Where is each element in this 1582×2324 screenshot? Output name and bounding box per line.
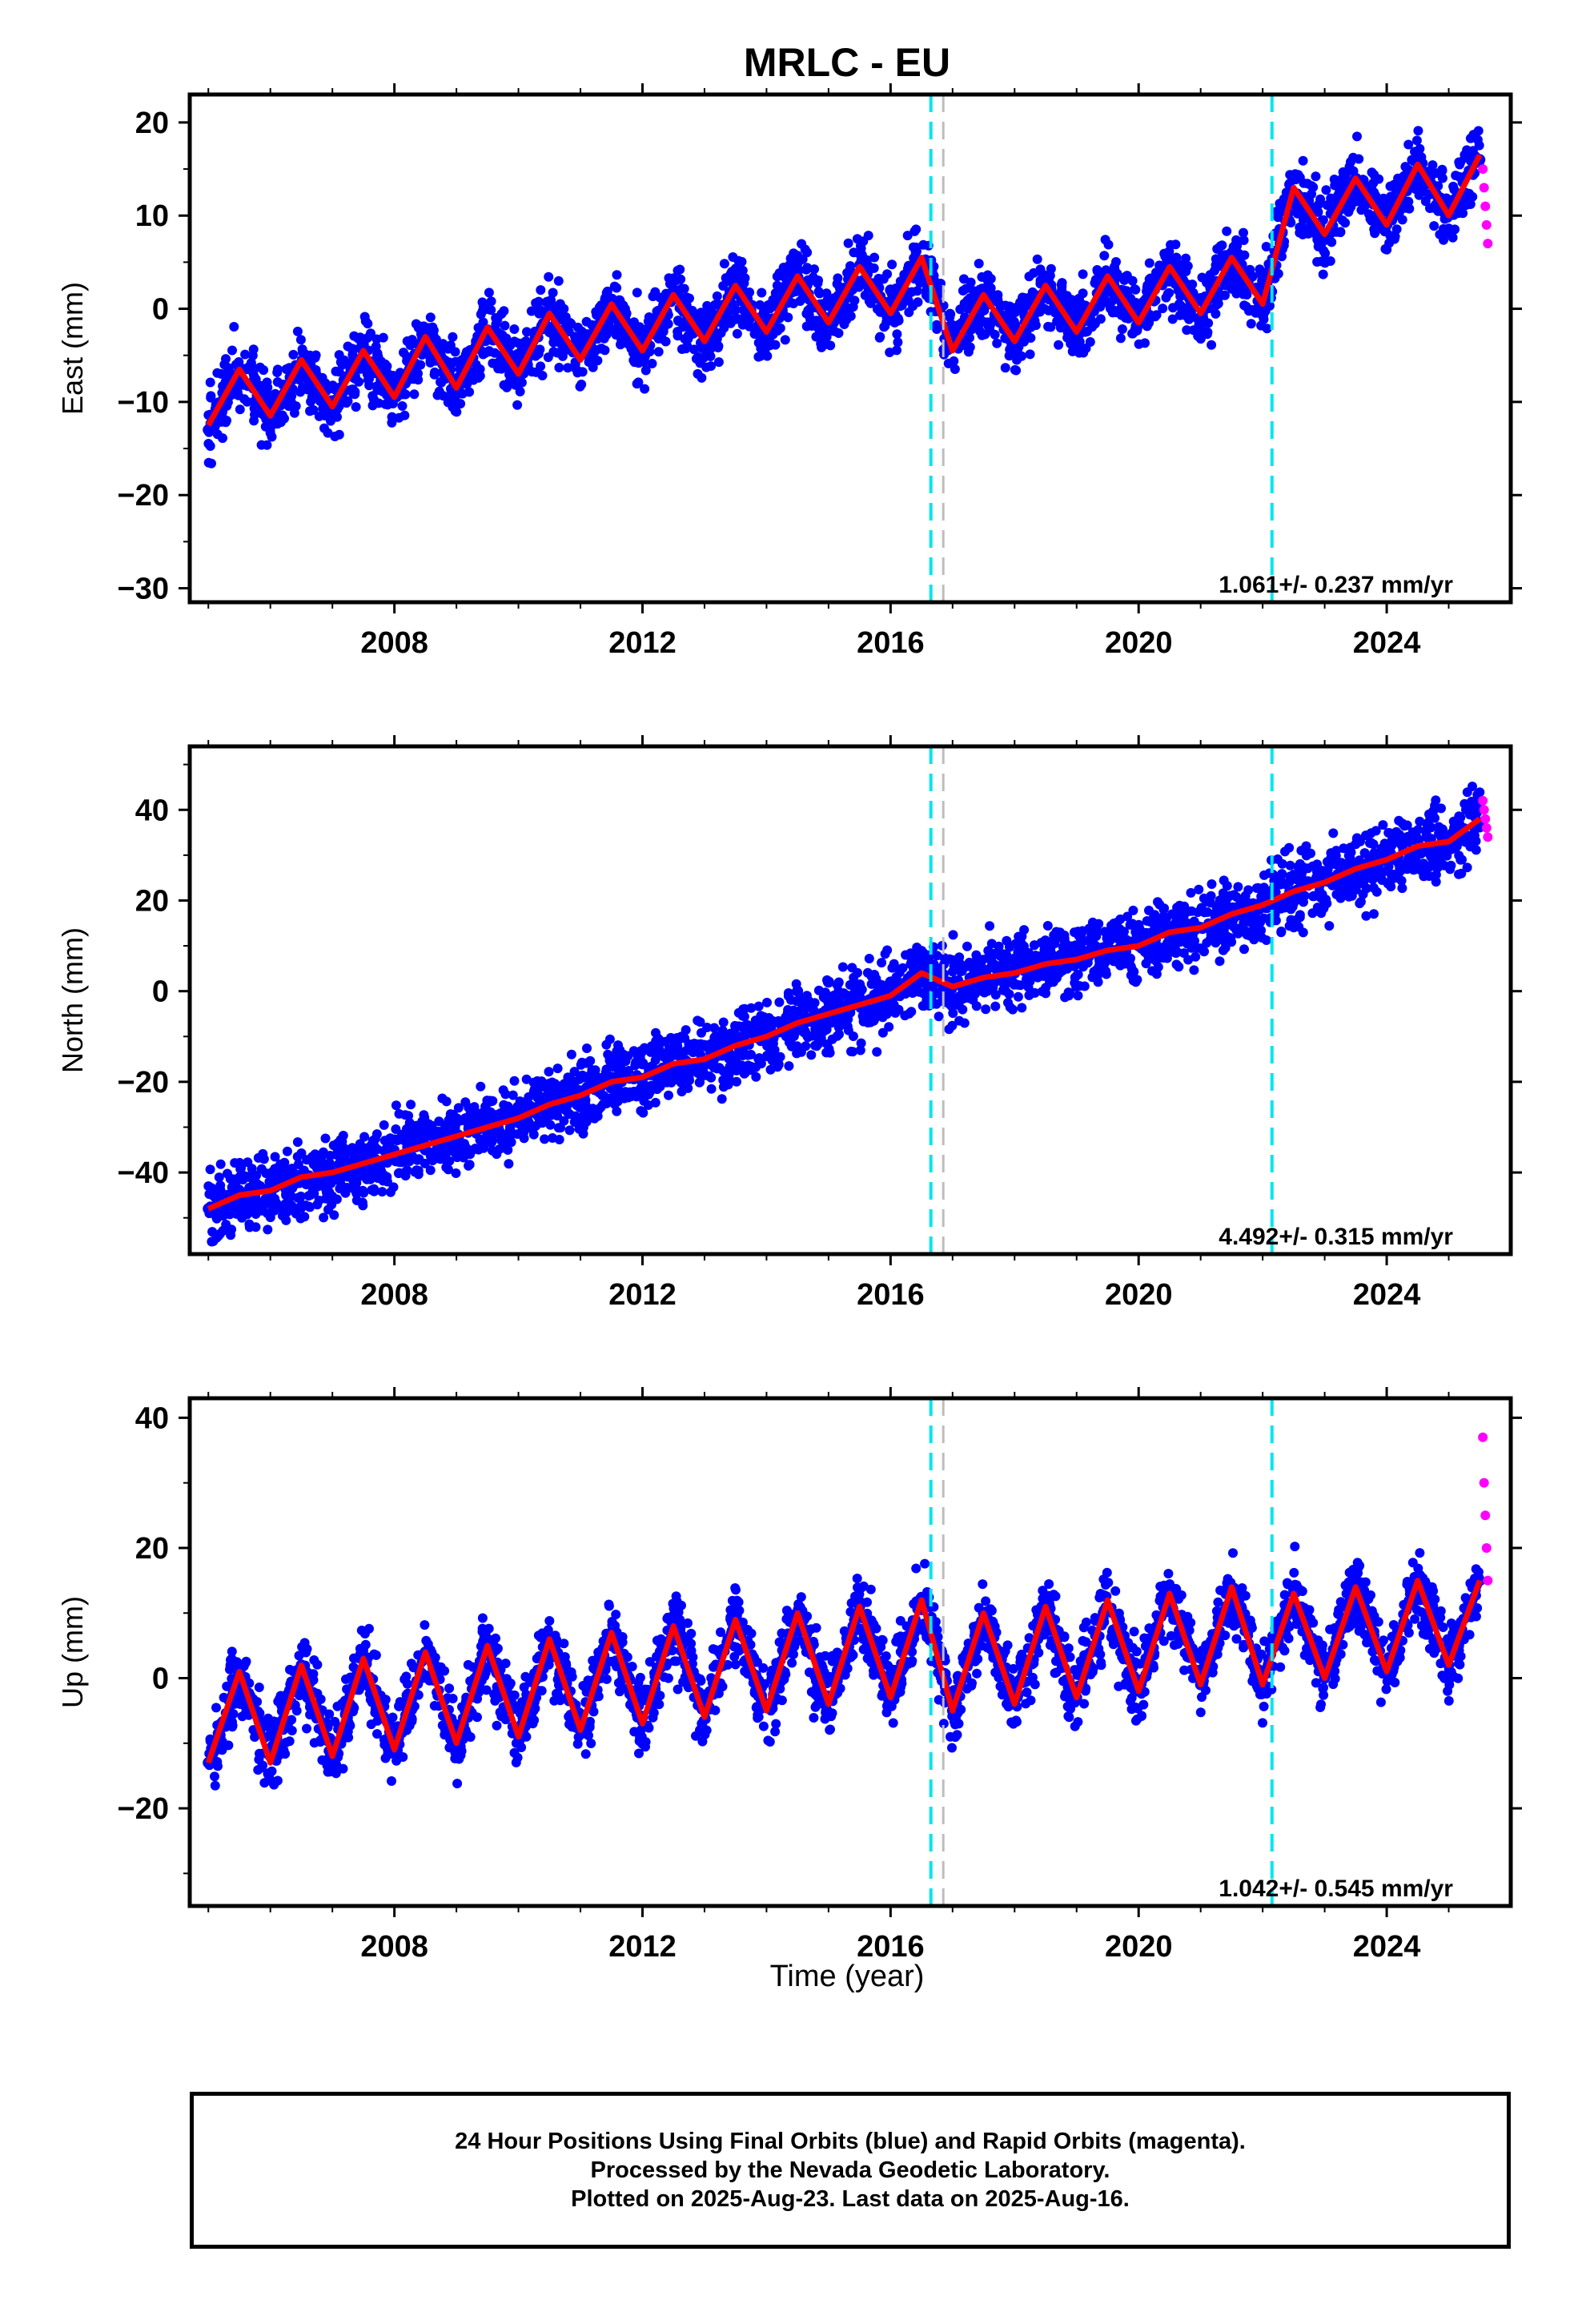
x-tick-label: 2012 (608, 1278, 677, 1312)
x-tick-label: 2012 (608, 626, 677, 660)
final-orbit-point (636, 331, 648, 343)
x-tick-label: 2020 (1105, 1278, 1173, 1312)
footer-box: 24 Hour Positions Using Final Orbits (bl… (190, 2092, 1511, 2249)
panel-up: 40 20 0 −20 2008 2012 2016 2020 2024 Up (mm) 1.042… (56, 1387, 1522, 1964)
rapid-orbit-point (1478, 1432, 1488, 1442)
rate-label: 1.042+/- 0.545 mm/yr (1219, 1876, 1453, 1902)
y-tick-label: 20 (135, 107, 169, 140)
final-orbit-point (636, 1058, 648, 1070)
y-tick-label: 40 (135, 1401, 169, 1435)
y-axis-label: Up (mm) (56, 1596, 89, 1708)
final-orbit-point (203, 424, 215, 436)
x-tick-label: 2012 (608, 1930, 677, 1964)
final-orbit-point (698, 1039, 710, 1051)
panel-frame (187, 1396, 1513, 1908)
rapid-orbit-point (1481, 219, 1492, 230)
final-orbit-point (1226, 247, 1238, 259)
x-tick-label: 2024 (1353, 1930, 1421, 1964)
x-tick-label: 2024 (1353, 626, 1421, 660)
rapid-orbit-point (1480, 1510, 1491, 1521)
x-tick-label: 2016 (857, 1278, 925, 1312)
x-tick-label: 2020 (1105, 1930, 1173, 1964)
x-tick-label: 2024 (1353, 1278, 1421, 1312)
final-orbit-cloud-north (203, 782, 1485, 1247)
panel-frame (187, 92, 1513, 605)
y-tick-label: 20 (135, 1532, 169, 1566)
final-orbit-point (853, 247, 865, 259)
y-tick-label: −20 (118, 479, 169, 513)
final-orbit-cloud-up (204, 1542, 1484, 1791)
model-fit-line (206, 154, 1483, 427)
plot-area-up (203, 1432, 1493, 1791)
y-tick-label: −20 (118, 1792, 169, 1826)
y-tick-label: −30 (118, 573, 169, 606)
x-tick-label: 2016 (857, 626, 925, 660)
x-tick-label: 2020 (1105, 626, 1173, 660)
final-orbit-point (698, 321, 710, 333)
final-orbit-point (792, 985, 804, 997)
rate-label: 1.061+/- 0.237 mm/yr (1219, 572, 1453, 598)
y-tick-label: 40 (135, 794, 169, 827)
final-orbit-point (822, 293, 834, 305)
final-orbit-point (822, 976, 834, 988)
final-orbit-point (885, 284, 897, 296)
rapid-orbit-point (1483, 1575, 1493, 1586)
rapid-orbit-point (1479, 805, 1489, 815)
final-orbit-point (1070, 312, 1082, 324)
final-orbit-point (1133, 303, 1145, 315)
rapid-orbit-point (1479, 1478, 1489, 1488)
final-orbit-point (885, 976, 897, 988)
y-tick-label: 0 (152, 975, 169, 1009)
rapid-orbit-point (1480, 814, 1491, 824)
final-orbit-point (761, 1017, 773, 1029)
rapid-orbit-point (1478, 795, 1488, 806)
x-tick-label: 2008 (360, 1930, 428, 1964)
rapid-orbit-point (1480, 201, 1491, 211)
chart-title: MRLC - EU (744, 40, 950, 85)
model-fit-line (207, 816, 1482, 1212)
final-orbit-point (946, 321, 958, 333)
panel-east: 20 10 0 −10 −20 −30 2008 2012 2016 2020 2024 East (… (56, 83, 1522, 660)
final-orbit-point (853, 981, 865, 993)
footer-line-1: 24 Hour Positions Using Final Orbits (bl… (455, 2129, 1246, 2154)
x-tick-label: 2008 (360, 626, 428, 660)
plot-area-north (203, 782, 1493, 1247)
final-orbit-point (761, 312, 773, 324)
y-tick-label: −40 (118, 1156, 169, 1190)
y-tick-label: 10 (135, 199, 169, 233)
rapid-orbit-point (1481, 822, 1492, 833)
x-tick-label: 2016 (857, 1930, 925, 1964)
y-axis-label: East (mm) (56, 282, 89, 415)
y-tick-label: −20 (118, 1066, 169, 1100)
x-axis-label: Time (year) (770, 1960, 925, 1993)
panel-north: 40 20 0 −20 −40 2008 2012 2016 2020 2024 North (mm… (56, 735, 1522, 1312)
footer-line-2: Processed by the Nevada Geodetic Laborat… (590, 2157, 1110, 2183)
y-tick-label: 20 (135, 884, 169, 918)
final-orbit-point (668, 284, 680, 296)
final-orbit-point (729, 275, 741, 287)
final-orbit-point (792, 256, 804, 268)
panel-frame (187, 744, 1513, 1256)
final-orbit-point (1009, 321, 1021, 333)
final-orbit-point (668, 1048, 680, 1060)
plot-area-east (203, 126, 1493, 468)
y-tick-label: −10 (118, 386, 169, 420)
rapid-orbit-point (1481, 1542, 1492, 1553)
final-orbit-point (233, 377, 245, 389)
y-axis-label: North (mm) (56, 927, 89, 1073)
model-fit-line (205, 1578, 1483, 1766)
rate-label: 4.492+/- 0.315 mm/yr (1219, 1224, 1453, 1250)
footer-line-3: Plotted on 2025-Aug-23. Last data on 202… (571, 2186, 1130, 2212)
final-orbit-point (729, 1031, 741, 1043)
x-tick-label: 2008 (360, 1278, 428, 1312)
rapid-orbit-point (1483, 239, 1493, 249)
final-orbit-point (605, 293, 617, 305)
rapid-orbit-point (1479, 183, 1489, 193)
final-orbit-point (1195, 293, 1207, 305)
rapid-orbit-point (1483, 832, 1493, 842)
y-tick-label: 0 (152, 293, 169, 327)
rapid-orbit-point (1478, 164, 1488, 175)
y-tick-label: 0 (152, 1663, 169, 1696)
